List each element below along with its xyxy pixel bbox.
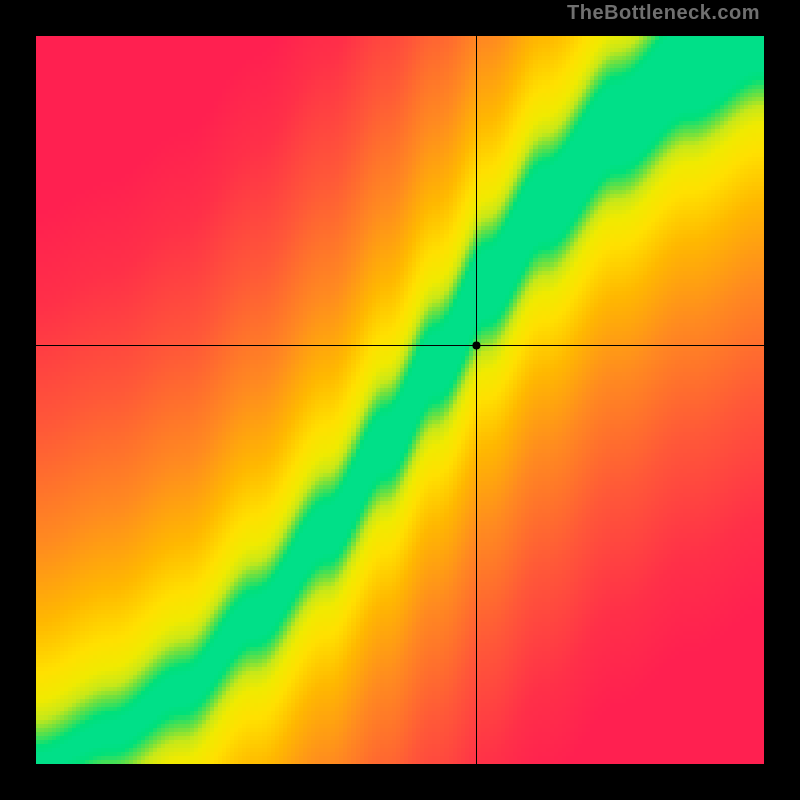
chart-container: TheBottleneck.com (0, 0, 800, 800)
watermark-text: TheBottleneck.com (567, 2, 760, 25)
heatmap-area (36, 36, 764, 764)
heatmap-canvas (36, 36, 764, 764)
